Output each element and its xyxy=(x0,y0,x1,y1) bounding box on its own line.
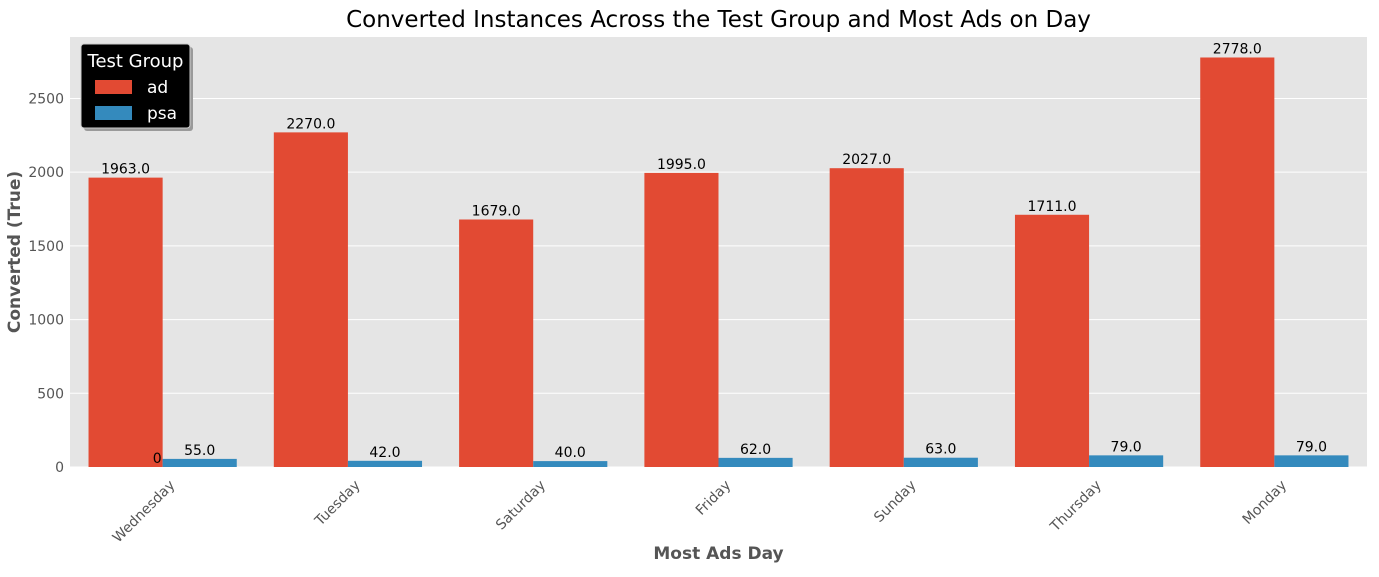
y-tick-label: 1500 xyxy=(28,239,64,255)
bar-psa-wednesday xyxy=(162,458,237,467)
y-tick-label: 500 xyxy=(37,386,64,402)
x-tick-label: Monday xyxy=(1240,477,1290,527)
legend: Test Group ad psa xyxy=(80,43,193,131)
bar-ad-tuesday xyxy=(273,132,348,468)
bar-ad-sunday xyxy=(829,168,904,467)
bar-psa-thursday xyxy=(1089,455,1164,467)
x-axis-label: Most Ads Day xyxy=(653,544,783,564)
legend-label-psa: psa xyxy=(147,104,177,124)
bar-ad-monday xyxy=(1200,57,1275,467)
y-tick-label: 0 xyxy=(55,460,64,476)
bar-value-label: 1711.0 xyxy=(1028,199,1077,215)
bar-value-label: 2778.0 xyxy=(1213,41,1262,57)
bar-value-label: 63.0 xyxy=(925,442,956,458)
bars xyxy=(88,57,1349,468)
x-tick-label: Sunday xyxy=(871,477,919,525)
x-tick-label: Wednesday xyxy=(110,477,179,546)
bar-psa-tuesday xyxy=(347,460,423,467)
bar-value-label: 1679.0 xyxy=(472,203,521,219)
bar-ad-thursday xyxy=(1014,214,1090,467)
x-axis-ticks: Wednesday Tuesday Saturday Friday Sunday Thur… xyxy=(110,477,1290,546)
x-tick-label: Friday xyxy=(693,477,734,518)
annotation-label: 0 xyxy=(153,451,162,467)
x-tick-label: Thursday xyxy=(1047,477,1105,535)
y-tick-label: 1000 xyxy=(28,313,64,329)
bar-value-label: 62.0 xyxy=(740,442,771,458)
bar-labels: 1963.0 2270.0 1679.0 1995.0 2027.0 1711.0 2778… xyxy=(101,41,1327,467)
y-axis-label: Converted (True) xyxy=(5,171,25,333)
legend-title: Test Group xyxy=(87,51,184,72)
bar-value-label: 1995.0 xyxy=(657,157,706,173)
legend-items: ad psa xyxy=(95,78,177,124)
bar-value-label: 40.0 xyxy=(555,445,586,461)
legend-label-ad: ad xyxy=(147,78,168,98)
bar-ad-friday xyxy=(644,172,719,467)
bar-value-label: 42.0 xyxy=(369,445,400,461)
y-tick-label: 2000 xyxy=(28,165,64,181)
legend-swatch-psa xyxy=(95,106,132,120)
bar-psa-sunday xyxy=(903,457,978,467)
y-tick-label: 2500 xyxy=(28,91,64,107)
bar-ad-saturday xyxy=(459,219,534,467)
bar-psa-monday xyxy=(1274,455,1349,467)
bar-value-label: 2270.0 xyxy=(286,116,335,132)
bar-value-label: 79.0 xyxy=(1111,439,1142,455)
bar-value-label: 55.0 xyxy=(184,443,215,459)
legend-swatch-ad xyxy=(95,80,132,94)
bar-value-label: 2027.0 xyxy=(842,152,891,168)
x-tick-label: Tuesday xyxy=(311,477,363,529)
x-tick-label: Saturday xyxy=(493,477,549,533)
chart-title: Converted Instances Across the Test Grou… xyxy=(346,7,1091,33)
bar-value-label: 79.0 xyxy=(1296,439,1327,455)
bar-psa-saturday xyxy=(533,461,608,467)
y-axis-ticks: 0 500 1000 1500 2000 2500 xyxy=(28,91,64,476)
bar-psa-friday xyxy=(718,457,793,467)
bar-ad-wednesday xyxy=(88,177,163,467)
bar-value-label: 1963.0 xyxy=(101,162,150,178)
